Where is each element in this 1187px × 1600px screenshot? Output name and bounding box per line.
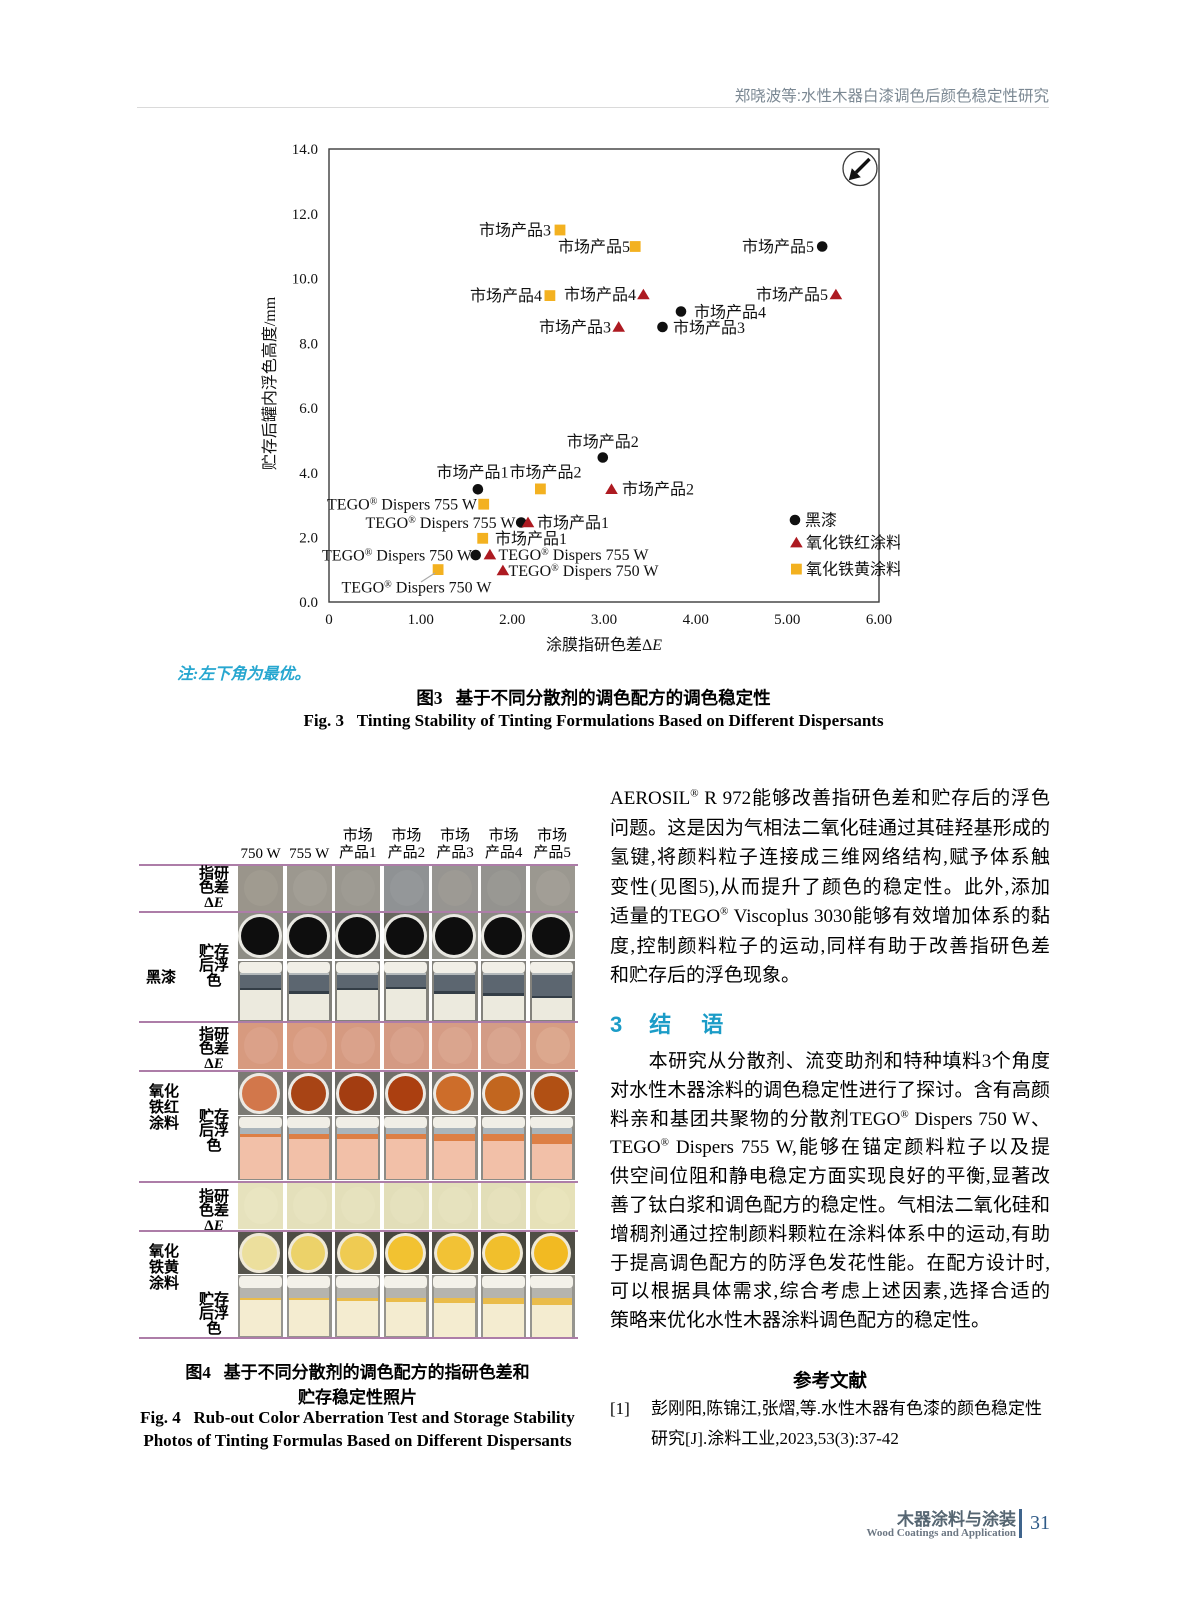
svg-text:市场产品1: 市场产品1 (537, 514, 609, 532)
svg-text:2.0: 2.0 (299, 531, 318, 547)
svg-text:氧化铁红涂料: 氧化铁红涂料 (806, 534, 900, 552)
svg-text:贮存后罐内浮色高度/mm: 贮存后罐内浮色高度/mm (261, 296, 279, 470)
svg-text:市场产品3: 市场产品3 (479, 221, 551, 239)
svg-text:市场产品2: 市场产品2 (567, 433, 639, 451)
svg-text:TEGO® Dispers 750 W: TEGO® Dispers 750 W (509, 563, 660, 581)
svg-text:TEGO® Dispers 755 W: TEGO® Dispers 755 W (366, 515, 517, 533)
svg-text:2.00: 2.00 (499, 612, 525, 628)
svg-text:10.0: 10.0 (292, 272, 318, 288)
svg-text:TEGO® Dispers 755 W: TEGO® Dispers 755 W (499, 547, 650, 565)
svg-text:市场产品3: 市场产品3 (673, 319, 745, 337)
svg-text:市场产品1: 市场产品1 (495, 530, 567, 548)
svg-text:黑漆: 黑漆 (805, 512, 837, 530)
svg-text:TEGO® Dispers 750 W: TEGO® Dispers 750 W (342, 579, 493, 597)
svg-text:市场产品1: 市场产品1 (436, 464, 508, 482)
svg-text:氧化铁黄涂料: 氧化铁黄涂料 (806, 561, 900, 579)
svg-text:市场产品5: 市场产品5 (756, 286, 828, 304)
svg-text:市场产品2: 市场产品2 (509, 464, 581, 482)
svg-text:市场产品4: 市场产品4 (470, 287, 542, 305)
svg-text:0: 0 (325, 612, 333, 628)
svg-text:6.00: 6.00 (866, 612, 892, 628)
svg-text:4.0: 4.0 (299, 466, 318, 482)
svg-text:4.00: 4.00 (683, 612, 709, 628)
svg-text:市场产品4: 市场产品4 (564, 286, 636, 304)
svg-text:8.0: 8.0 (299, 336, 318, 352)
svg-text:6.0: 6.0 (299, 401, 318, 417)
svg-text:市场产品5: 市场产品5 (558, 238, 630, 256)
svg-text:市场产品2: 市场产品2 (622, 481, 694, 499)
svg-text:市场产品4: 市场产品4 (694, 303, 766, 321)
svg-text:14.0: 14.0 (292, 142, 318, 158)
svg-text:涂膜指研色差ΔE: 涂膜指研色差ΔE (546, 636, 662, 654)
svg-text:0.0: 0.0 (299, 595, 318, 611)
svg-text:市场产品3: 市场产品3 (539, 318, 611, 336)
svg-text:12.0: 12.0 (292, 207, 318, 223)
svg-text:5.00: 5.00 (774, 612, 800, 628)
svg-text:TEGO® Dispers 755 W: TEGO® Dispers 755 W (327, 496, 478, 514)
svg-text:市场产品5: 市场产品5 (742, 238, 814, 256)
svg-text:1.00: 1.00 (408, 612, 434, 628)
svg-text:3.00: 3.00 (591, 612, 617, 628)
svg-text:TEGO® Dispers 750 W: TEGO® Dispers 750 W (322, 547, 473, 565)
